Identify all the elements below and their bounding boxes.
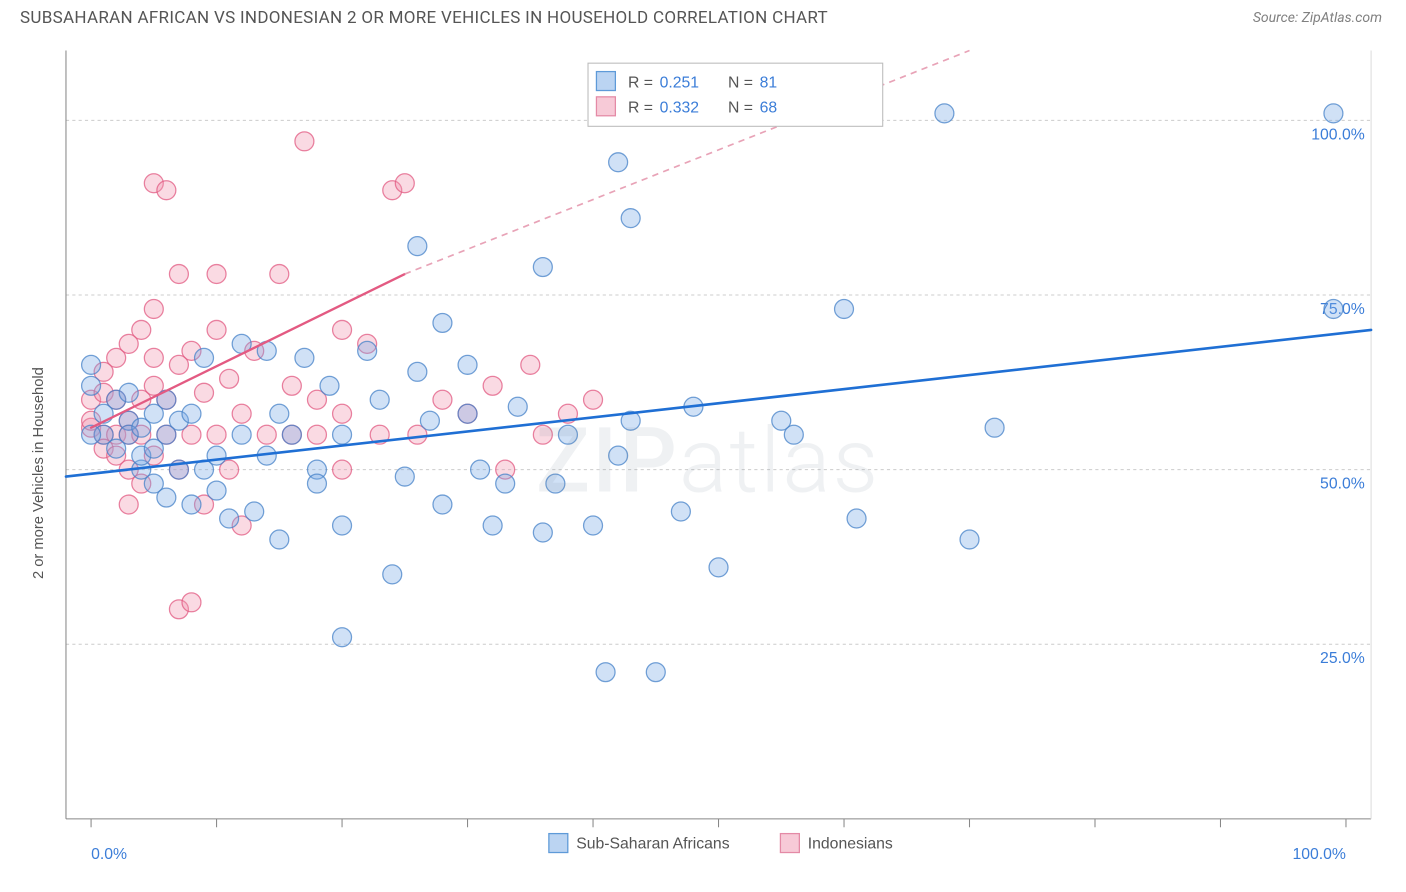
- svg-text:100.0%: 100.0%: [1311, 126, 1364, 143]
- svg-text:=: =: [644, 100, 653, 117]
- source-label: Source: ZipAtlas.com: [1253, 10, 1382, 26]
- svg-text:Indonesians: Indonesians: [808, 835, 893, 852]
- correlation-scatter-chart: 25.0%50.0%75.0%100.0%0.0%100.0%2 or more…: [20, 40, 1396, 882]
- svg-text:N: N: [728, 100, 739, 117]
- svg-text:0.251: 0.251: [660, 74, 699, 91]
- svg-text:N: N: [728, 74, 739, 91]
- svg-text:=: =: [644, 74, 653, 91]
- svg-text:0.0%: 0.0%: [91, 846, 127, 863]
- svg-text:=: =: [744, 74, 753, 91]
- series-indonesians: [82, 132, 603, 619]
- svg-text:2 or more Vehicles in Househol: 2 or more Vehicles in Household: [31, 367, 47, 579]
- chart-title: SUBSAHARAN AFRICAN VS INDONESIAN 2 OR MO…: [20, 8, 828, 28]
- svg-text:100.0%: 100.0%: [1292, 846, 1345, 863]
- svg-text:=: =: [744, 100, 753, 117]
- series-sub-saharan-africans: [82, 104, 1343, 682]
- svg-text:50.0%: 50.0%: [1320, 476, 1365, 493]
- svg-text:Sub-Saharan Africans: Sub-Saharan Africans: [576, 835, 729, 852]
- svg-text:R: R: [628, 74, 639, 91]
- svg-text:25.0%: 25.0%: [1320, 650, 1365, 667]
- svg-text:R: R: [628, 100, 639, 117]
- svg-text:68: 68: [760, 100, 778, 117]
- svg-text:0.332: 0.332: [660, 100, 699, 117]
- svg-text:81: 81: [760, 74, 778, 91]
